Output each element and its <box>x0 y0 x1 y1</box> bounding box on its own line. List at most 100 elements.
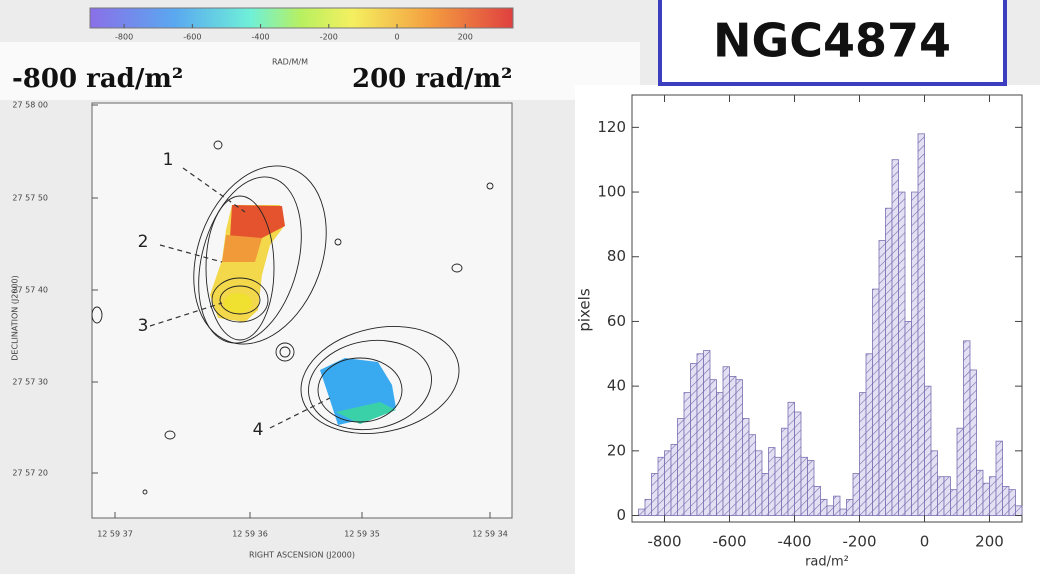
x-tick-label: -600 <box>712 533 746 551</box>
map-annotation: 1 <box>163 150 174 170</box>
histogram-bar <box>808 461 815 516</box>
histogram-bar <box>1003 486 1010 515</box>
x-tick-label: -400 <box>777 533 811 551</box>
histogram-bar <box>801 457 808 515</box>
colorbar-tick-label: -600 <box>183 33 201 42</box>
histogram-bar <box>743 418 750 515</box>
histogram-bar <box>892 160 899 516</box>
histogram-bar <box>678 418 685 515</box>
histogram-bar <box>1016 506 1023 516</box>
histogram-bar <box>652 473 659 515</box>
map-y-tick-label: 27 57 50 <box>12 194 48 203</box>
map-x-tick-label: 12 59 37 <box>97 530 133 539</box>
map-annotation: 3 <box>138 316 149 336</box>
y-tick-label: 40 <box>607 377 626 395</box>
histogram-bar <box>970 370 977 516</box>
slide: RAD/M/M -800 rad/m² 200 rad/m² NGC4874 D… <box>0 0 1040 574</box>
x-tick-label: -800 <box>647 533 681 551</box>
histogram-bar <box>736 380 743 516</box>
colorbar-high-label: 200 rad/m² <box>352 64 512 94</box>
histogram-bar <box>814 486 821 515</box>
histogram-bar <box>983 483 990 515</box>
x-axis-label: rad/m² <box>805 555 849 570</box>
histogram-bar <box>710 380 717 516</box>
colorbar-tick-label: -800 <box>115 33 133 42</box>
y-tick-label: 100 <box>597 183 626 201</box>
histogram-bar <box>645 499 652 515</box>
y-tick-label: 0 <box>616 506 626 524</box>
histogram-bar <box>795 412 802 516</box>
histogram-bar <box>717 393 724 516</box>
colorbar-tick-label: -200 <box>320 33 338 42</box>
histogram-bar <box>684 393 691 516</box>
histogram-bar <box>853 473 860 515</box>
map-x-tick-label: 12 59 35 <box>344 530 380 539</box>
histogram-bar <box>899 192 906 515</box>
map-y-tick-label: 27 58 00 <box>12 101 48 110</box>
histogram-bar <box>788 402 795 515</box>
histogram-bar <box>827 506 834 516</box>
title: NGC4874 <box>713 14 951 68</box>
colorbar-tick-label: 0 <box>394 33 399 42</box>
histogram-bar <box>938 477 945 516</box>
histogram-bar <box>749 435 756 516</box>
x-tick-label: -200 <box>842 533 876 551</box>
histogram-bar <box>866 354 873 516</box>
colorbar-tick-label: 200 <box>458 33 473 42</box>
histogram-bar <box>775 457 782 515</box>
map-frame <box>92 103 512 518</box>
colorbar-tick-label: -400 <box>251 33 269 42</box>
histogram-bar <box>691 363 698 515</box>
map-x-tick-label: 12 59 36 <box>232 530 268 539</box>
colorbar <box>90 8 513 28</box>
histogram-bar <box>834 496 841 515</box>
map-annotation: 4 <box>253 420 264 440</box>
histogram-bar <box>957 428 964 515</box>
y-tick-label: 20 <box>607 441 626 459</box>
map-y-tick-label: 27 57 40 <box>12 286 48 295</box>
histogram-bar <box>964 341 971 516</box>
histogram-bar <box>840 509 847 515</box>
histogram-bar <box>1009 490 1016 516</box>
histogram-bar <box>639 509 646 515</box>
x-tick-label: 0 <box>920 533 930 551</box>
histogram-bar <box>769 448 776 516</box>
map-x-tick-label: 12 59 34 <box>472 530 508 539</box>
histogram-bar <box>665 451 672 516</box>
histogram-bar <box>762 473 769 515</box>
y-tick-label: 80 <box>607 247 626 265</box>
histogram-bar <box>697 354 704 516</box>
histogram-bar <box>782 428 789 515</box>
histogram-bar <box>951 490 958 516</box>
colorbar-label: RAD/M/M <box>272 58 308 67</box>
histogram-bar <box>918 134 925 516</box>
y-axis-label: pixels <box>576 288 594 332</box>
histogram-bar <box>990 477 997 516</box>
histogram-bar <box>873 289 880 515</box>
histogram-bar <box>879 241 886 516</box>
histogram-bar <box>821 499 828 515</box>
histogram-bar <box>912 192 919 515</box>
histogram-bar <box>944 477 951 516</box>
map-y-tick-label: 27 57 30 <box>12 378 48 387</box>
histogram-bar <box>925 386 932 515</box>
colorbar-low-label: -800 rad/m² <box>12 64 183 94</box>
histogram-bar <box>723 367 730 516</box>
map-x-label: RIGHT ASCENSION (J2000) <box>249 551 355 560</box>
histogram-bar <box>886 208 893 515</box>
histogram-bar <box>931 451 938 516</box>
y-tick-label: 120 <box>597 118 626 136</box>
histogram-bar <box>730 376 737 515</box>
histogram-bar <box>756 451 763 516</box>
x-tick-label: 200 <box>975 533 1004 551</box>
histogram-bar <box>658 457 665 515</box>
histogram-bar <box>671 444 678 515</box>
histogram-bar <box>704 351 711 516</box>
map-y-tick-label: 27 57 20 <box>12 469 48 478</box>
histogram-bar <box>847 499 854 515</box>
histogram-bar <box>996 441 1003 515</box>
histogram-bar <box>860 393 867 516</box>
y-tick-label: 60 <box>607 312 626 330</box>
map-annotation: 2 <box>138 232 149 252</box>
histogram-bar <box>977 470 984 515</box>
